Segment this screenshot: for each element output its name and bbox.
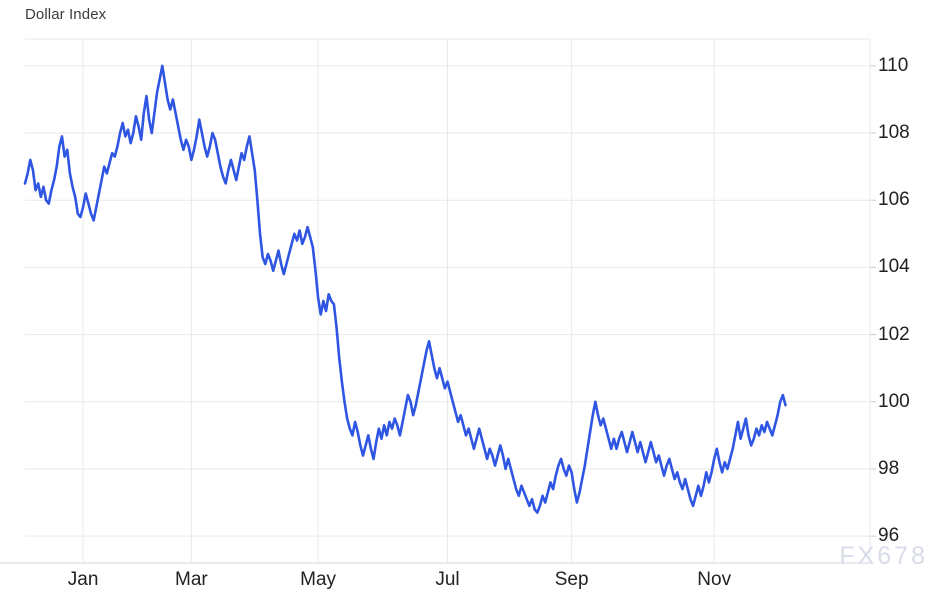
- ytick-label-96: 96: [878, 525, 900, 547]
- fx678-watermark: FX678: [839, 542, 928, 570]
- ytick-label-110: 110: [878, 54, 909, 76]
- chart-title: Dollar Index: [25, 6, 107, 23]
- xtick-label-Sep: Sep: [554, 569, 589, 590]
- xtick-label-Jan: Jan: [67, 569, 99, 590]
- ytick-label-100: 100: [878, 390, 910, 412]
- xtick-label-Nov: Nov: [697, 569, 732, 590]
- series-line-0: [23, 64, 787, 514]
- data-series-group: [23, 64, 787, 514]
- ytick-label-102: 102: [878, 323, 910, 345]
- ytick-label-98: 98: [878, 457, 900, 479]
- xtick-label-May: May: [300, 569, 337, 590]
- vertical-gridlines: [82, 39, 871, 563]
- xtick-label-Mar: Mar: [174, 569, 208, 590]
- xtick-label-Jul: Jul: [435, 569, 460, 590]
- horizontal-gridlines: [25, 38, 876, 537]
- ytick-label-106: 106: [878, 189, 910, 211]
- ytick-label-108: 108: [878, 122, 910, 144]
- ytick-label-104: 104: [878, 256, 910, 278]
